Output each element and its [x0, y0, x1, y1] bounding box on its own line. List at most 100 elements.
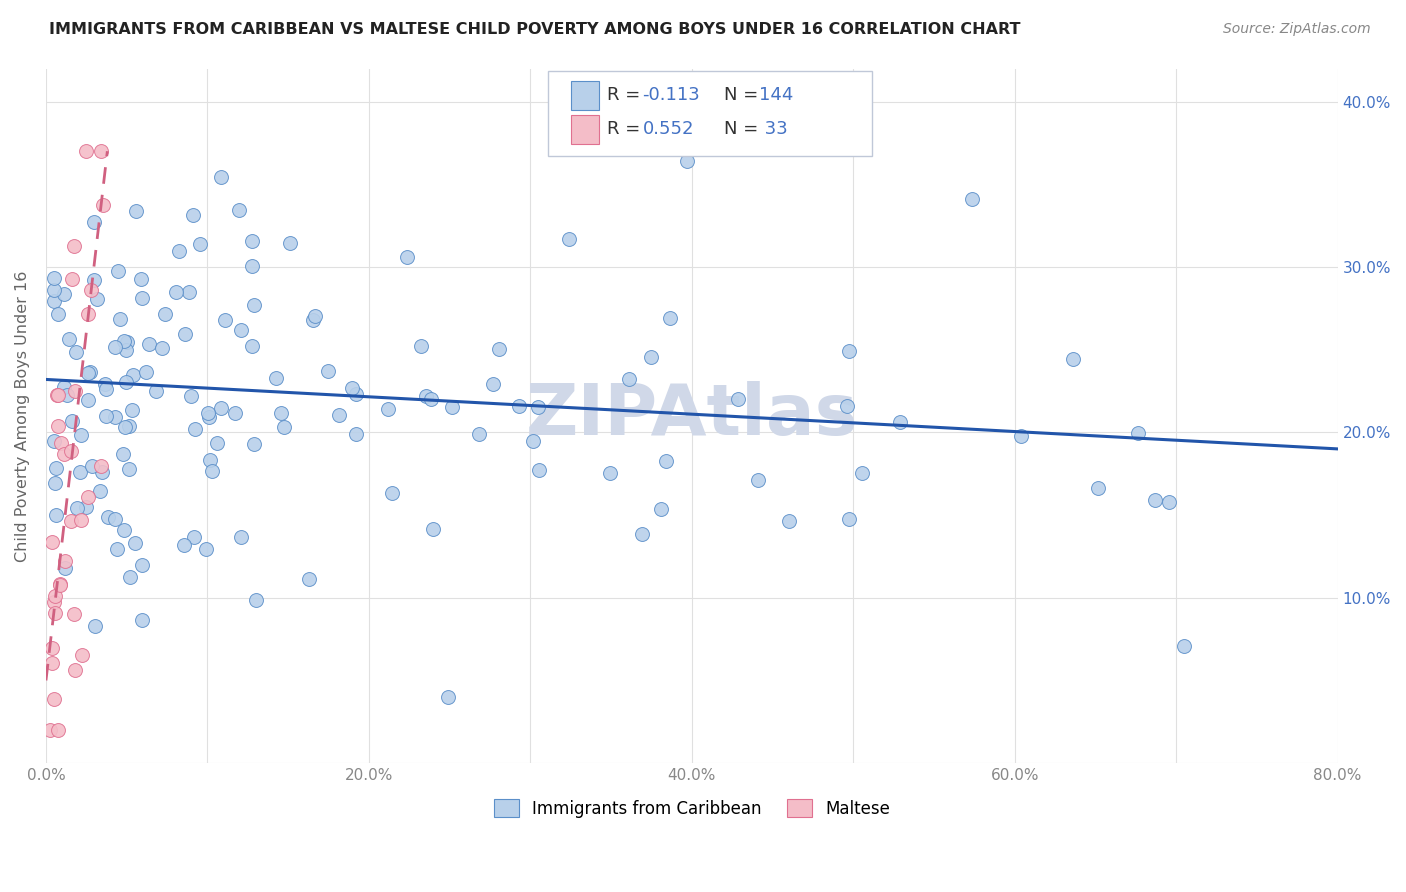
Point: [42, 595, 65, 609]
Point: [55, 388, 77, 402]
Point: [173, 538, 195, 552]
Point: [60, 515, 83, 529]
Y-axis label: Child Poverty Among Boys Under 16: Child Poverty Among Boys Under 16: [15, 270, 30, 561]
Point: [135, 365, 157, 379]
Point: [165, 285, 187, 299]
Point: [209, 170, 232, 185]
Point: [838, 512, 860, 526]
Point: [63, 238, 86, 252]
Point: [41, 641, 63, 656]
Point: [304, 310, 326, 324]
Point: [245, 593, 267, 607]
Point: [91, 198, 114, 212]
Point: [184, 422, 207, 436]
Point: [42, 293, 65, 308]
Point: [46, 388, 69, 402]
Point: [150, 341, 173, 355]
Text: R =: R =: [607, 87, 647, 104]
Point: [527, 463, 550, 477]
Point: [53, 380, 76, 394]
Point: [169, 244, 191, 258]
Point: [131, 558, 153, 572]
Point: [599, 467, 621, 481]
Point: [44, 590, 66, 604]
Point: [243, 437, 266, 451]
Point: [631, 527, 654, 541]
Point: [111, 447, 134, 461]
Point: [79, 365, 101, 379]
Point: [419, 392, 441, 406]
Text: N =: N =: [724, 87, 763, 104]
Point: [90, 459, 112, 474]
Point: [228, 203, 250, 218]
Point: [177, 285, 200, 300]
Point: [65, 345, 87, 359]
Point: [778, 514, 800, 528]
Point: [209, 401, 232, 415]
Point: [45, 508, 67, 522]
Point: [1173, 639, 1195, 653]
Point: [180, 389, 202, 403]
Point: [231, 323, 253, 337]
Point: [53, 287, 76, 301]
Point: [273, 420, 295, 434]
Point: [278, 236, 301, 251]
Text: 33: 33: [759, 120, 787, 138]
Point: [527, 400, 550, 414]
Point: [42, 434, 65, 448]
Point: [960, 193, 983, 207]
Point: [42, 283, 65, 297]
Point: [240, 339, 263, 353]
Point: [77, 490, 100, 504]
Point: [316, 364, 339, 378]
Point: [58, 332, 80, 346]
Point: [1157, 495, 1180, 509]
Point: [97, 509, 120, 524]
Point: [94, 376, 117, 391]
Point: [60, 414, 83, 428]
Point: [117, 461, 139, 475]
Point: [298, 572, 321, 586]
Point: [124, 536, 146, 550]
Point: [107, 263, 129, 277]
Point: [53, 554, 76, 568]
Point: [396, 250, 419, 264]
Point: [654, 454, 676, 468]
Point: [640, 351, 662, 365]
Point: [44, 475, 66, 490]
Point: [41, 535, 63, 549]
Point: [522, 434, 544, 448]
Point: [77, 307, 100, 321]
Point: [63, 664, 86, 678]
Point: [415, 389, 437, 403]
Point: [60, 443, 83, 458]
Point: [676, 154, 699, 169]
Point: [301, 313, 323, 327]
Point: [76, 366, 98, 380]
Point: [118, 418, 141, 433]
Point: [835, 399, 858, 413]
Point: [344, 427, 367, 442]
Point: [197, 406, 219, 420]
Point: [181, 208, 204, 222]
Point: [60, 271, 83, 285]
Point: [122, 368, 145, 382]
Point: [138, 337, 160, 351]
Point: [1062, 352, 1084, 367]
Point: [422, 522, 444, 536]
Point: [69, 465, 91, 479]
Point: [48, 307, 70, 321]
Point: [66, 500, 89, 515]
Point: [118, 570, 141, 584]
Point: [889, 415, 911, 429]
Point: [53, 560, 76, 574]
Point: [49, 578, 72, 592]
Point: [266, 371, 288, 385]
Point: [131, 291, 153, 305]
Point: [270, 406, 292, 420]
Point: [558, 232, 581, 246]
Point: [131, 613, 153, 627]
Point: [49, 577, 72, 591]
Point: [70, 648, 93, 662]
Point: [183, 530, 205, 544]
